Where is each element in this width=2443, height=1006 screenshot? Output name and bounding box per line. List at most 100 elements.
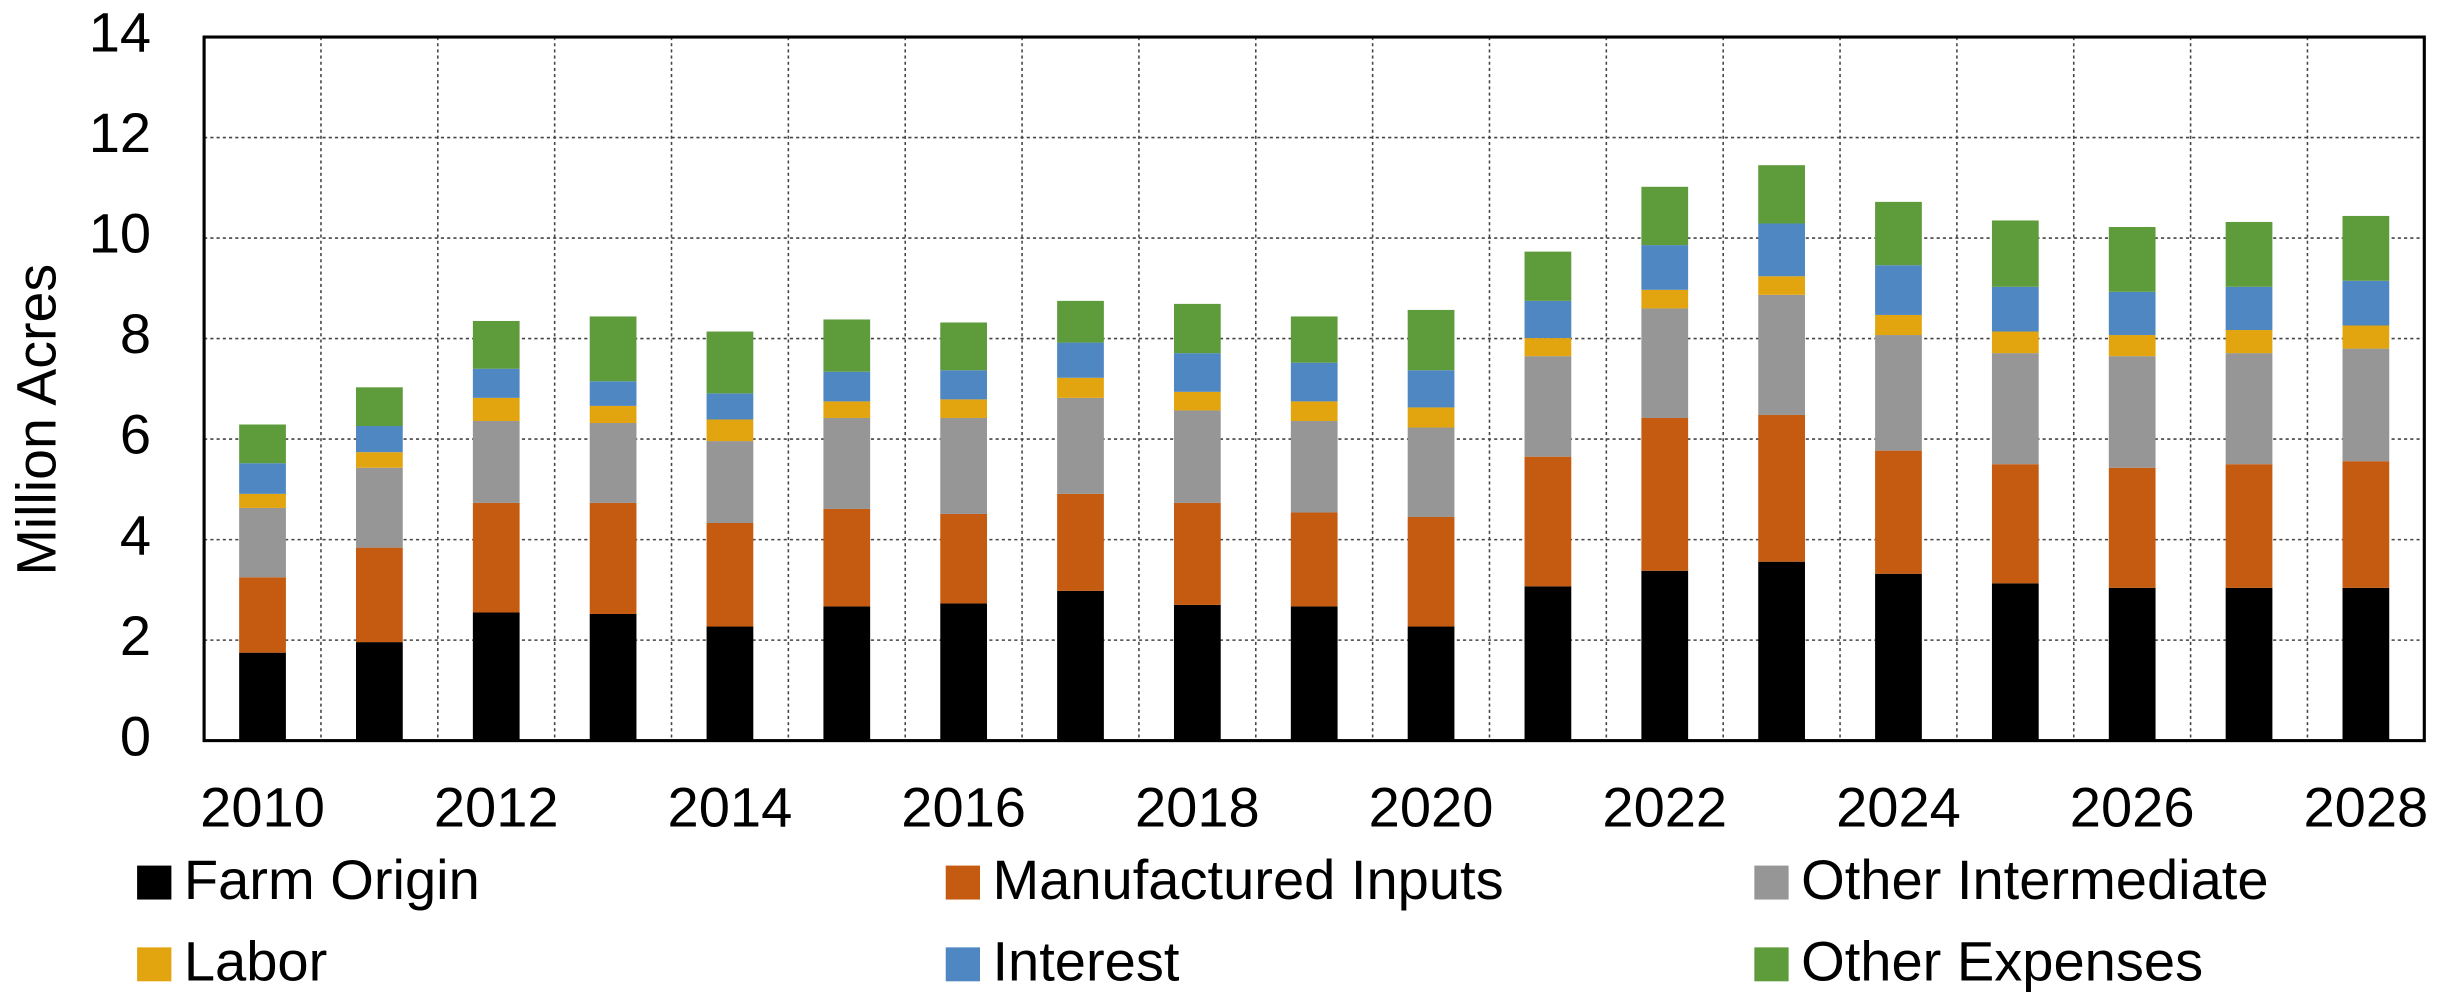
bar-segment xyxy=(1173,353,1221,392)
x-tick-label: 2024 xyxy=(1836,776,1961,839)
bar-segment xyxy=(2108,467,2156,588)
bar-segment xyxy=(356,452,403,468)
bar-segment xyxy=(940,399,988,418)
y-tick-label: 2 xyxy=(120,604,151,667)
bar-segment xyxy=(706,419,754,442)
bar-segment xyxy=(1991,331,2039,354)
bar-segment xyxy=(472,320,520,369)
bar-segment xyxy=(823,417,871,509)
bar-segment xyxy=(1991,220,2039,287)
bar-segment xyxy=(356,426,403,453)
x-tick-label: 2026 xyxy=(2070,776,2195,839)
bar-segment xyxy=(940,322,988,371)
bar-segment xyxy=(472,612,520,741)
bar-segment xyxy=(1290,316,1338,363)
legend-label: Other Intermediate xyxy=(1801,848,2268,911)
bar-segment xyxy=(940,417,988,514)
bar-segment xyxy=(1057,590,1104,741)
bar-segment xyxy=(589,502,637,614)
x-tick-label: 2014 xyxy=(668,776,793,839)
x-tick-label: 2012 xyxy=(434,776,559,839)
bar-segment xyxy=(589,381,637,406)
bar-segment xyxy=(1875,335,1922,451)
bar-segment xyxy=(2225,587,2273,741)
bar-segment xyxy=(239,577,286,653)
bar-segment xyxy=(1407,309,1455,371)
bar-segment xyxy=(356,547,403,643)
x-tick-label: 2022 xyxy=(1602,776,1727,839)
legend-label: Labor xyxy=(184,930,327,993)
bar-segment xyxy=(706,626,754,741)
bar-segment xyxy=(2342,215,2390,281)
bar-segment xyxy=(1290,512,1338,607)
legend-label: Manufactured Inputs xyxy=(992,848,1503,911)
bar-segment xyxy=(1290,401,1338,421)
bar-segment xyxy=(940,513,988,604)
bar-segment xyxy=(940,370,988,400)
bar-segment xyxy=(1524,456,1572,587)
legend-label: Interest xyxy=(992,930,1179,993)
bar-segment xyxy=(1407,516,1455,627)
bar-segment xyxy=(1290,606,1338,741)
bar-segment xyxy=(1991,464,2039,584)
bar-segment xyxy=(1524,300,1572,339)
x-tick-label: 2016 xyxy=(901,776,1026,839)
bar-segment xyxy=(239,507,286,578)
legend-swatch xyxy=(137,947,172,982)
bar-segment xyxy=(239,424,286,464)
bar-segment xyxy=(1875,201,1922,266)
y-tick-label: 4 xyxy=(120,504,151,567)
bar-segment xyxy=(706,331,754,394)
bar-segment xyxy=(823,401,871,418)
bar-segment xyxy=(1173,604,1221,741)
bar-segment xyxy=(1290,362,1338,402)
bar-segment xyxy=(1641,289,1689,309)
bar-segment xyxy=(2108,226,2156,292)
bar-segment xyxy=(823,319,871,372)
bar-segment xyxy=(2342,348,2390,462)
bar-segment xyxy=(1758,561,1805,741)
legend-swatch xyxy=(945,865,981,900)
bar-segment xyxy=(1057,300,1104,343)
bar-segment xyxy=(706,441,754,524)
bar-segment xyxy=(2108,587,2156,741)
bar-segment xyxy=(356,642,403,741)
x-tick-label: 2018 xyxy=(1135,776,1260,839)
bar-segment xyxy=(472,502,520,613)
bar-segment xyxy=(1875,450,1922,574)
bar-segment xyxy=(2225,330,2273,354)
bar-segment xyxy=(1758,414,1805,562)
bar-segment xyxy=(1641,186,1689,246)
bar-segment xyxy=(1875,265,1922,315)
bar-segment xyxy=(2342,587,2390,741)
bar-segment xyxy=(2108,335,2156,357)
bar-segment xyxy=(1173,391,1221,411)
bar-segment xyxy=(472,368,520,398)
bar-segment xyxy=(589,405,637,423)
bar-segment xyxy=(1991,583,2039,741)
bar-segment xyxy=(1641,417,1689,571)
bar-segment xyxy=(1173,410,1221,503)
bar-segment xyxy=(356,387,403,427)
legend-label: Other Expenses xyxy=(1801,930,2203,993)
bar-segment xyxy=(1758,294,1805,415)
bar-segment xyxy=(239,652,286,741)
bar-segment xyxy=(1758,165,1805,224)
legend-label: Farm Origin xyxy=(184,848,480,911)
y-tick-label: 8 xyxy=(120,302,151,365)
bar-segment xyxy=(1407,626,1455,741)
bar-segment xyxy=(1173,502,1221,605)
bar-segment xyxy=(1991,353,2039,465)
y-axis-label: Million Acres xyxy=(4,264,67,576)
bar-segment xyxy=(940,603,988,741)
bar-segment xyxy=(2342,280,2390,326)
bar-segment xyxy=(2225,464,2273,588)
bar-segment xyxy=(1758,276,1805,295)
bar-segment xyxy=(2108,291,2156,336)
bar-segment xyxy=(823,508,871,607)
bar-segment xyxy=(1407,427,1455,517)
bar-segment xyxy=(472,397,520,421)
bar-segment xyxy=(1057,377,1104,398)
bar-segment xyxy=(1991,286,2039,332)
